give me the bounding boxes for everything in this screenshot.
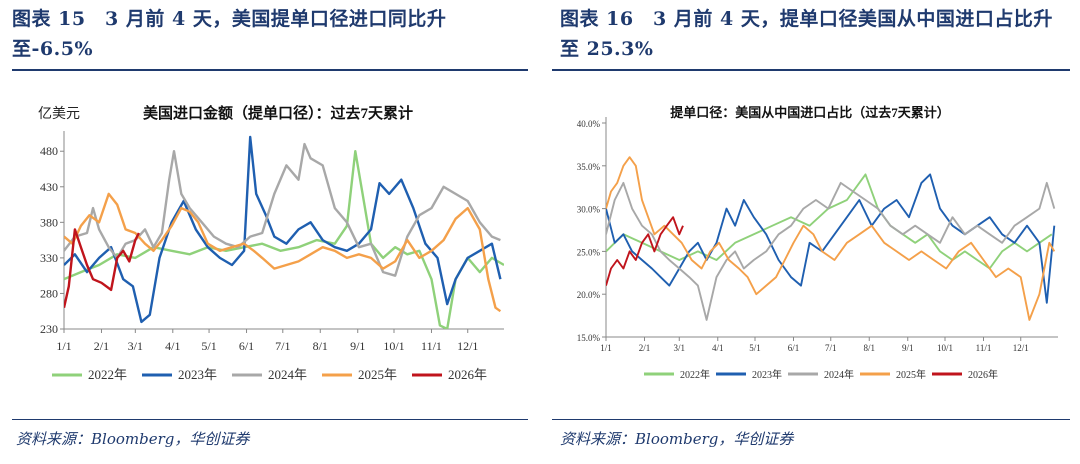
x-tick-label: 6/1 (788, 343, 800, 353)
x-tick-label: 8/1 (313, 339, 328, 353)
x-tick-label: 3/1 (128, 339, 143, 353)
y-tick-label: 40.0% (577, 119, 601, 129)
x-tick-label: 3/1 (674, 343, 686, 353)
legend-label: 2023年 (752, 368, 782, 381)
y-tick-label: 380 (40, 215, 58, 229)
series-line-2023 (606, 173, 1056, 304)
y-tick-label: 15.0% (577, 333, 601, 343)
legend-label: 2022年 (88, 367, 127, 382)
x-tick-label: 12/1 (457, 339, 478, 353)
series-line-2022 (64, 149, 504, 329)
y-tick-label: 30.0% (577, 205, 601, 215)
x-tick-label: 5/1 (749, 343, 761, 353)
series-line-2024 (64, 142, 501, 277)
series-line-2025 (606, 156, 1056, 321)
legend-label: 2025年 (896, 368, 926, 381)
legend-label: 2025年 (358, 367, 397, 382)
series-line-2025 (64, 192, 502, 313)
x-tick-label: 4/1 (165, 339, 180, 353)
x-tick-label: 7/1 (825, 343, 837, 353)
figure-title: 图表 15 3 月前 4 天，美国提单口径进口同比升至-6.5% (12, 8, 447, 60)
y-tick-label: 25.0% (577, 247, 601, 257)
legend-label: 2024年 (824, 368, 854, 381)
x-tick-label: 11/1 (421, 339, 442, 353)
x-tick-label: 5/1 (201, 339, 216, 353)
title-rule (12, 69, 528, 71)
chart-title: 提单口径：美国从中国进口占比（过去7天累计） (670, 105, 950, 120)
legend-label: 2026年 (968, 368, 998, 381)
footer-rule (552, 419, 1070, 420)
x-tick-label: 1/1 (56, 339, 71, 353)
y-tick-label: 35.0% (577, 162, 601, 172)
x-tick-label: 10/1 (383, 339, 404, 353)
y-tick-label: 20.0% (577, 290, 601, 300)
x-tick-label: 2/1 (639, 343, 651, 353)
legend-label: 2022年 (680, 368, 710, 381)
y-tick-label: 230 (40, 322, 58, 336)
legend-label: 2023年 (178, 367, 217, 382)
series-line-2026 (606, 216, 684, 286)
x-tick-label: 6/1 (239, 339, 254, 353)
unit-label: 亿美元 (38, 106, 80, 122)
title-rule (552, 69, 1070, 71)
figure-title: 图表 16 3 月前 4 天，提单口径美国从中国进口占比升至 25.3% (560, 8, 1053, 60)
y-tick-label: 480 (40, 144, 58, 158)
x-tick-label: 9/1 (902, 343, 914, 353)
import-value-chart: 美国进口金额（提单口径）：过去7天累计 亿美元 230 280 330 380 430 480… (38, 104, 504, 382)
footer-rule (12, 419, 528, 420)
x-tick-label: 1/1 (600, 343, 612, 353)
legend-label: 2024年 (268, 367, 307, 382)
y-tick-label: 330 (40, 251, 58, 265)
x-tick-label: 9/1 (350, 339, 365, 353)
figure-16: 图表 16 3 月前 4 天，提单口径美国从中国进口占比升至 25.3% 提单口… (540, 0, 1080, 464)
legend-label: 2026年 (448, 367, 487, 382)
x-tick-label: 4/1 (712, 343, 724, 353)
series-line-2024 (606, 181, 1056, 321)
y-tick-label: 430 (40, 180, 58, 194)
x-tick-label: 2/1 (94, 339, 109, 353)
figure-15: 图表 15 3 月前 4 天，美国提单口径进口同比升至-6.5% 美国进口金额（… (12, 8, 528, 448)
x-tick-label: 10/1 (937, 343, 953, 353)
x-tick-label: 7/1 (275, 339, 290, 353)
x-tick-label: 8/1 (863, 343, 875, 353)
source-note: 资料来源：Bloomberg，华创证券 (16, 430, 250, 448)
source-note: 资料来源：Bloomberg，华创证券 (560, 430, 794, 448)
series-line-2026 (64, 228, 140, 308)
x-tick-label: 12/1 (1013, 343, 1029, 353)
china-share-chart: 提单口径：美国从中国进口占比（过去7天累计） 15.0% 20.0% 25.0% 30.… (577, 105, 1058, 381)
y-tick-label: 280 (40, 286, 58, 300)
chart-title: 美国进口金额（提单口径）：过去7天累计 (143, 104, 413, 122)
series-line-2023 (64, 135, 502, 324)
x-tick-label: 11/1 (976, 343, 992, 353)
